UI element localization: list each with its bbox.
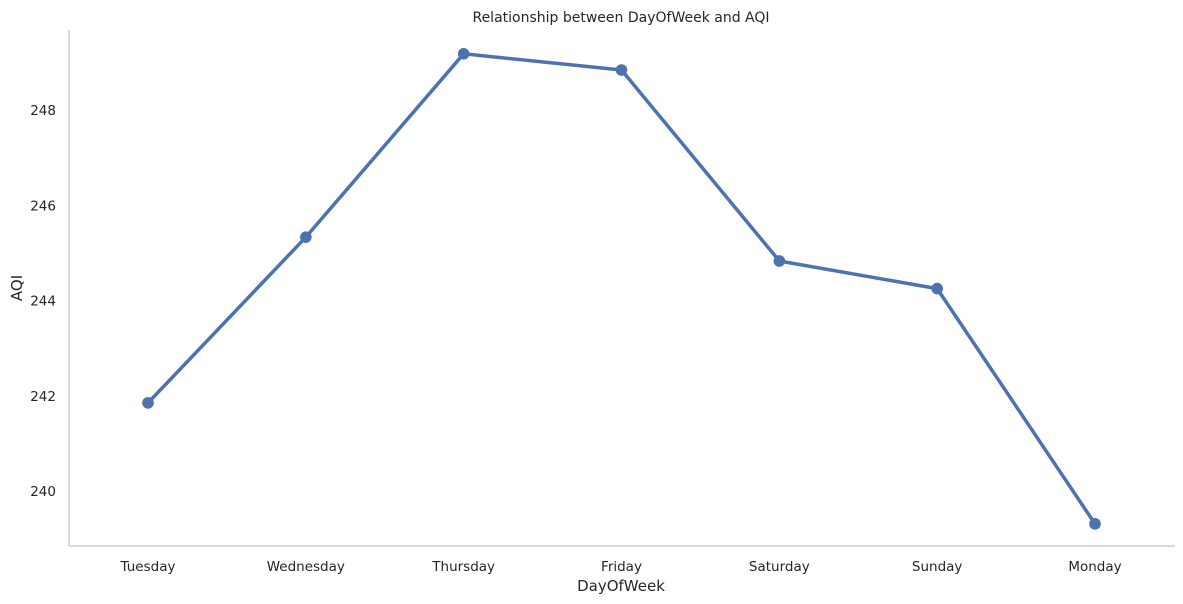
x-tick-label: Monday xyxy=(1068,559,1121,575)
x-tick-label: Sunday xyxy=(912,559,963,575)
x-axis-ticks: Tuesday Wednesday Thursday Friday Saturday Su… xyxy=(120,559,1122,575)
data-point xyxy=(300,231,312,243)
y-axis-ticks: 240 242 244 246 248 xyxy=(30,103,56,500)
x-tick-label: Wednesday xyxy=(267,559,345,575)
data-point xyxy=(931,282,943,295)
x-tick-label: Saturday xyxy=(749,559,810,575)
data-point xyxy=(615,64,628,76)
x-tick-label: Thursday xyxy=(431,559,495,575)
y-tick-label: 242 xyxy=(30,389,56,405)
x-axis-label: DayOfWeek xyxy=(577,577,665,595)
data-point xyxy=(1089,518,1101,530)
data-series xyxy=(142,48,1101,530)
y-tick-label: 244 xyxy=(30,294,56,310)
y-axis-label: AQI xyxy=(8,275,26,301)
y-tick-label: 240 xyxy=(30,484,56,500)
x-tick-label: Tuesday xyxy=(120,559,176,575)
data-point xyxy=(457,48,470,60)
y-tick-label: 246 xyxy=(30,198,56,214)
y-tick-label: 248 xyxy=(30,103,56,119)
data-point xyxy=(142,397,154,409)
chart-title: Relationship between DayOfWeek and AQI xyxy=(472,10,769,26)
data-point xyxy=(773,255,786,267)
series-line xyxy=(146,52,1097,526)
x-tick-label: Friday xyxy=(601,559,642,575)
